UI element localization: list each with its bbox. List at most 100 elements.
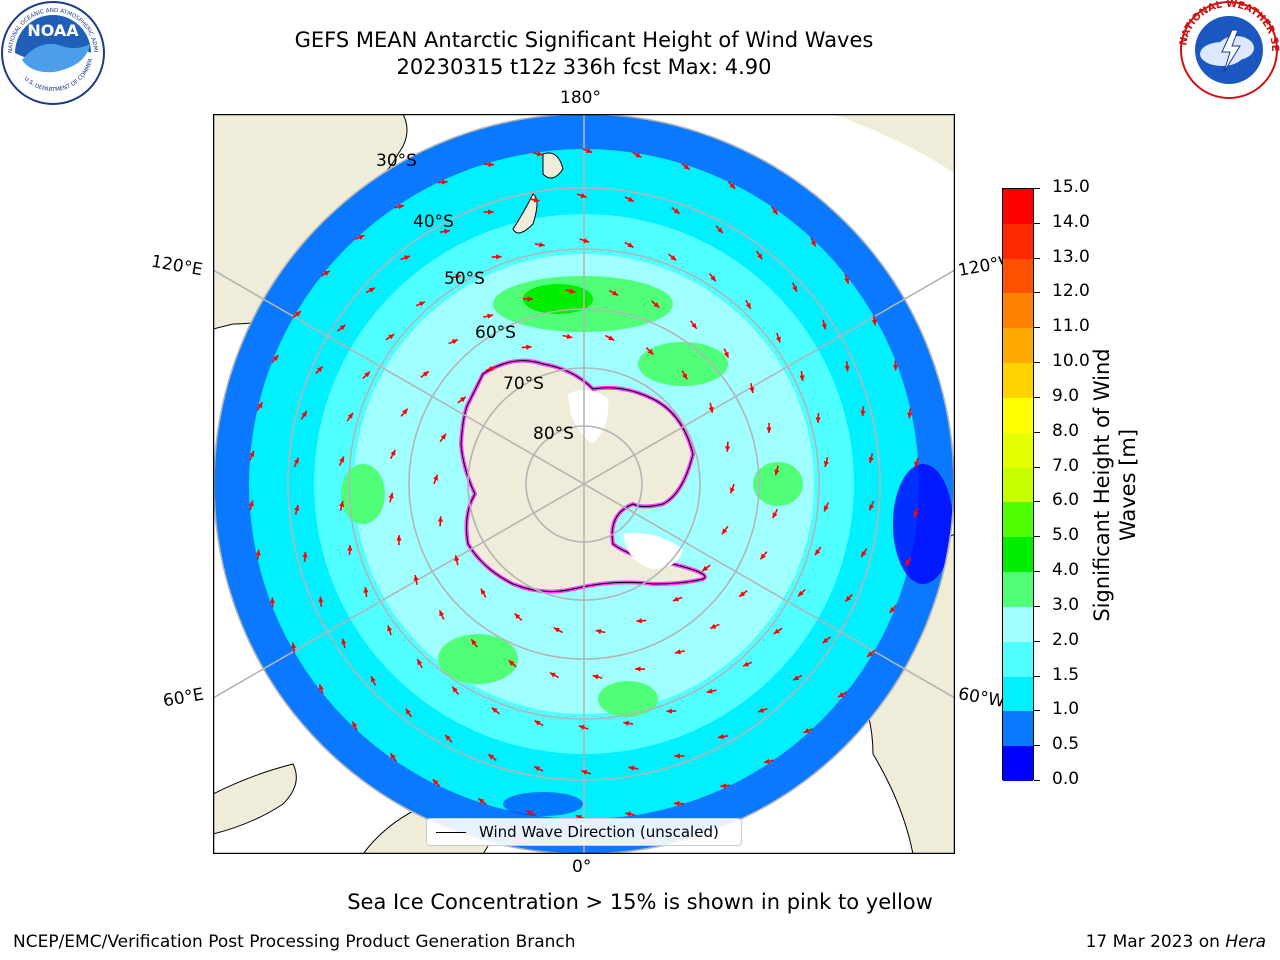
wind-wave-arrowhead xyxy=(905,559,911,566)
colorbar-segment xyxy=(1003,293,1033,329)
wind-wave-arrowhead xyxy=(488,754,495,760)
colorbar-tick-label: 8.0 xyxy=(1052,420,1080,441)
wind-wave-arrowhead xyxy=(595,629,602,635)
wind-wave-arrowhead xyxy=(722,528,728,535)
colorbar-segment xyxy=(1003,189,1033,224)
wind-wave-arrowhead xyxy=(452,686,458,693)
colorbar-segment xyxy=(1003,676,1033,712)
wind-wave-arrowhead xyxy=(803,728,810,733)
wind-wave-arrowhead xyxy=(775,336,781,343)
wind-wave-arrowhead xyxy=(352,721,358,728)
colorbar-tick-mark xyxy=(1034,780,1040,781)
wind-wave-arrowhead xyxy=(249,451,255,457)
wind-wave-arrowhead xyxy=(398,204,404,210)
wind-wave-arrowhead xyxy=(815,417,821,423)
colorbar-segment xyxy=(1003,328,1033,364)
wind-wave-arrowhead xyxy=(533,197,540,203)
wind-wave-arrowhead xyxy=(302,551,308,558)
wind-wave-arrowhead xyxy=(774,469,780,476)
wind-wave-arrowhead xyxy=(717,227,723,234)
colorbar-segment xyxy=(1003,223,1033,259)
wind-wave-arrowhead xyxy=(810,240,816,247)
colorbar-tick-label: 14.0 xyxy=(1052,211,1090,232)
nws-logo: NATIONAL WEATHER SERVICE xyxy=(1178,0,1280,99)
credit-branch: NCEP/EMC/Verification Post Processing Pr… xyxy=(13,932,576,952)
colorbar-title: Significant Height of Wind Waves [m] xyxy=(1090,348,1140,622)
new-zealand-land xyxy=(512,152,564,234)
wind-wave-arrowhead xyxy=(536,151,543,157)
wind-wave-arrowhead xyxy=(534,720,541,726)
colorbar-tick-mark xyxy=(1034,536,1040,538)
wind-wave-arrowhead xyxy=(823,461,829,467)
wind-wave-arrowhead xyxy=(566,333,573,339)
wind-wave-arrowhead xyxy=(417,659,423,666)
wind-wave-arrowhead xyxy=(798,590,804,597)
wind-wave-arrowhead xyxy=(488,161,495,168)
colorbar-tick-mark xyxy=(1034,571,1040,573)
green-patch-north-core xyxy=(523,284,593,314)
wind-wave-arrowhead xyxy=(793,675,800,681)
wind-wave-arrowhead xyxy=(708,406,714,413)
wind-wave-arrowhead xyxy=(339,501,345,507)
wind-wave-arrowhead xyxy=(725,446,731,452)
wind-wave-arrowhead xyxy=(553,627,560,633)
wind-wave-arrowhead xyxy=(718,734,724,740)
wind-wave-arrowhead xyxy=(723,351,729,358)
wind-wave-arrowhead xyxy=(363,587,369,593)
wind-wave-arrowhead xyxy=(672,596,679,602)
colorbar-tick-mark xyxy=(1034,257,1040,259)
wind-wave-arrowhead xyxy=(868,457,874,463)
wind-wave-arrowhead xyxy=(295,311,301,317)
blue-patch-east xyxy=(893,464,953,584)
wind-wave-arrowhead xyxy=(293,457,299,464)
colorbar-tick-label: 10.0 xyxy=(1052,351,1090,372)
colorbar-tick-label: 12.0 xyxy=(1052,281,1090,302)
svg-text:NOAA: NOAA xyxy=(27,21,79,40)
wind-wave-arrowhead xyxy=(772,208,778,215)
wind-wave-arrowhead xyxy=(459,396,466,403)
wind-wave-arrowhead xyxy=(422,371,429,377)
wind-wave-arrowhead xyxy=(757,253,763,260)
green-patch-west xyxy=(341,464,385,524)
colorbar-tick-mark xyxy=(1034,431,1040,433)
wind-wave-arrowhead xyxy=(526,344,532,350)
wind-wave-arrowhead xyxy=(491,707,498,713)
wind-wave-arrowhead xyxy=(569,288,576,294)
wind-wave-arrowhead xyxy=(871,319,877,326)
colorbar-tick-label: 1.0 xyxy=(1052,699,1080,720)
colorbar-tick-mark xyxy=(1034,675,1040,677)
blue-patch-south xyxy=(503,792,583,816)
lat-label-50s: 50°S xyxy=(444,269,485,289)
wind-wave-arrowhead xyxy=(451,339,458,345)
wind-wave-arrowhead xyxy=(404,255,410,261)
noaa-logo: NOAA NATIONAL OCEANIC AND ATMOSPHERIC AD… xyxy=(0,0,105,105)
colorbar-tick-mark xyxy=(1034,362,1040,364)
lon-label-left-lower: 60°E xyxy=(161,684,206,712)
wind-wave-arrowhead xyxy=(441,179,448,185)
wind-wave-arrowhead xyxy=(433,474,438,481)
wind-wave-arrowhead xyxy=(318,684,324,691)
wind-wave-arrowhead xyxy=(773,628,780,634)
wind-wave-arrowhead xyxy=(368,287,375,293)
colorbar-tick-mark xyxy=(1034,605,1040,607)
wind-wave-arrowhead xyxy=(670,255,677,261)
green-patch-south xyxy=(598,681,658,717)
polar-map xyxy=(213,114,955,854)
wind-wave-arrowhead xyxy=(405,708,411,715)
wind-wave-arrowhead xyxy=(730,487,735,494)
wind-wave-arrowhead xyxy=(444,228,450,234)
wind-wave-arrowhead xyxy=(578,725,585,730)
wind-wave-arrowhead xyxy=(710,623,717,629)
colorbar-tick-label: 4.0 xyxy=(1052,560,1080,581)
wind-wave-arrowhead xyxy=(440,433,446,440)
wind-wave-arrowhead xyxy=(702,565,709,572)
wind-wave-arrowhead xyxy=(608,335,615,341)
wind-wave-arrowhead xyxy=(666,708,672,714)
lon-label-bottom: 0° xyxy=(572,857,592,877)
green-patch-southwest xyxy=(438,634,518,684)
wind-wave-arrowhead xyxy=(549,672,556,678)
wind-wave-arrowhead xyxy=(390,753,396,760)
wind-wave-arrowhead xyxy=(729,183,736,189)
colorbar-tick-label: 1.5 xyxy=(1052,664,1080,685)
colorbar-segment xyxy=(1003,397,1033,433)
